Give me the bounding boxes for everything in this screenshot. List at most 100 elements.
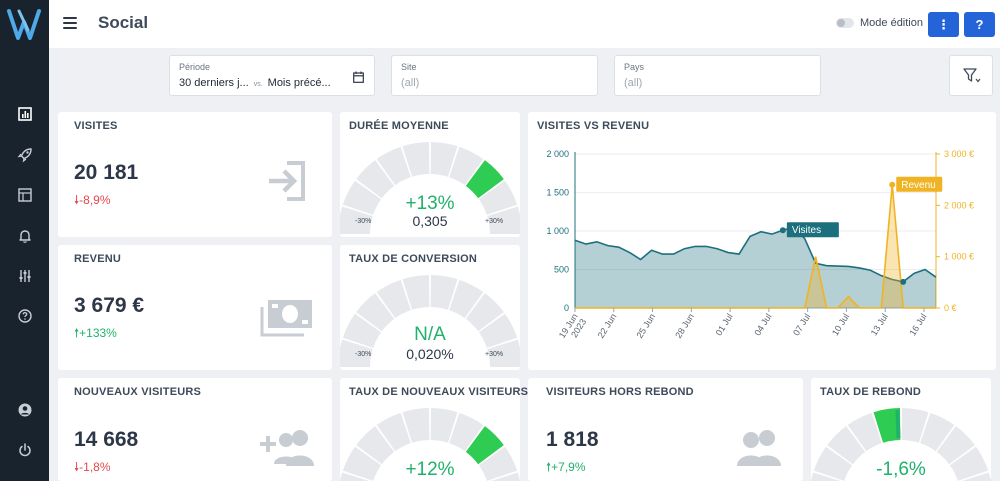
- kpi-hors-rebond-value: 1 818: [546, 428, 599, 451]
- help-button[interactable]: ?: [964, 12, 995, 37]
- gauge-taux-nouveaux-dial: [340, 408, 520, 481]
- kpi-visites-title: VISITES: [74, 120, 118, 132]
- kpi-nouveaux-value: 14 668: [74, 428, 139, 451]
- filter-pays[interactable]: Pays (all): [614, 55, 821, 96]
- edit-mode-toggle[interactable]: [836, 18, 854, 28]
- visites-line: [574, 226, 937, 283]
- x-tick-label: 28 Jun: [673, 312, 696, 340]
- power-icon[interactable]: [17, 442, 33, 458]
- gauge-card-taux-nouveaux[interactable]: TAUX DE NOUVEAUX VISITEURS +12%: [340, 378, 528, 481]
- conversion-gauge-segment-6: [449, 279, 484, 319]
- dashboard-icon[interactable]: [17, 106, 33, 122]
- y-right-tick-label: 0 €: [944, 303, 957, 313]
- duree-gauge-segment-5: [430, 142, 458, 177]
- rebond-gauge-segment-5: [901, 408, 929, 443]
- gauge-card-taux-rebond[interactable]: TAUX DE REBOND -1,6%: [811, 378, 991, 481]
- filter-site[interactable]: Site (all): [391, 55, 598, 96]
- help-circle-icon[interactable]: [17, 308, 33, 324]
- visites-min-point: [900, 278, 907, 285]
- gauge-conversion-min: -30%: [355, 351, 372, 358]
- x-tick-label: 25 Jun: [634, 312, 657, 340]
- arrow-up-icon: 🠕: [546, 460, 552, 474]
- revenu-area: [575, 184, 936, 308]
- gauge-duree-min: -30%: [355, 218, 372, 225]
- kpi-nouveaux-title: NOUVEAUX VISITEURS: [74, 386, 202, 398]
- filter-pays-label: Pays: [624, 62, 645, 72]
- gauge-duree-max: +30%: [485, 218, 504, 225]
- rebond-gauge-marker: [895, 409, 901, 439]
- rebond-gauge-segment-9: [961, 472, 991, 481]
- user-icon[interactable]: [17, 402, 33, 418]
- gauge-duree-pct: +13%: [405, 193, 455, 214]
- x-tick-label-text: 04 Jul: [752, 312, 773, 338]
- y-left-tick-label: 500: [554, 265, 569, 275]
- periode-vs: vs.: [253, 81, 263, 88]
- y-left-tick-label: 1 500: [546, 188, 569, 198]
- taux_nouveaux-gauge-segment-9: [490, 472, 520, 481]
- gauge-conversion-max: +30%: [485, 351, 504, 358]
- kpi-hors-rebond-delta: 🠕+7,9%: [546, 458, 586, 479]
- taux_nouveaux-gauge-segment-2: [356, 426, 395, 465]
- y-right-tick-label: 1 000 €: [944, 252, 974, 262]
- conversion-gauge-segment-7: [465, 293, 504, 332]
- conversion-gauge-segment-1: [342, 313, 382, 348]
- rebond-gauge-segment-4: [873, 408, 901, 443]
- sliders-icon[interactable]: [17, 268, 33, 284]
- taux_nouveaux-gauge-segment-6: [449, 412, 484, 452]
- revenu-annotation-box: [896, 176, 943, 192]
- sign-in-icon: [265, 159, 309, 208]
- duree-gauge-segment-7: [465, 160, 504, 199]
- gauge-conversion-sub: 0,020%: [406, 346, 454, 362]
- app-logo[interactable]: [6, 8, 42, 42]
- duree-gauge-segment-8: [478, 180, 518, 215]
- x-tick-label-text: 16 Jul: [907, 312, 928, 338]
- rebond-gauge-segment-0: [811, 472, 841, 481]
- filter-options-button[interactable]: [949, 55, 993, 96]
- kpi-visites-value: 20 181: [74, 161, 139, 184]
- gauge-rebond-dial: [811, 408, 991, 481]
- bell-icon[interactable]: [17, 228, 33, 244]
- kpi-hors-rebond-delta-value: +7,9%: [551, 460, 586, 474]
- revenu-annotation-label: Revenu: [901, 180, 935, 191]
- kpi-card-revenu[interactable]: REVENU 3 679 € 🠕+133%: [58, 245, 332, 370]
- gauge-duree-sub: 0,305: [412, 213, 448, 229]
- x-tick-label-text: 10 Jul: [830, 312, 851, 338]
- x-tick-label-text: 07 Jul: [791, 312, 812, 338]
- x-tick-label-text: 22 Jun: [596, 312, 619, 340]
- x-tick-label-text: 13 Jul: [869, 312, 890, 338]
- calendar-icon[interactable]: [353, 70, 364, 88]
- gauge-duree-title: DURÉE MOYENNE: [349, 120, 449, 132]
- more-options-button[interactable]: ⋮: [928, 12, 959, 37]
- gauge-conversion-pct: N/A: [414, 324, 446, 345]
- visites-annotation-box: [786, 222, 839, 238]
- taux_nouveaux-gauge-segment-7: [465, 426, 504, 465]
- periode-compare: Mois précé...: [267, 77, 331, 89]
- hamburger-menu-icon[interactable]: [63, 17, 77, 29]
- taux_nouveaux-gauge-segment-8: [478, 446, 518, 481]
- report-icon[interactable]: [17, 187, 33, 203]
- conversion-gauge-segment-2: [356, 293, 395, 332]
- kpi-visites-delta: 🠗-8,9%: [74, 191, 111, 212]
- gauge-card-duree-moyenne[interactable]: DURÉE MOYENNE +13% 0,305 -30% +30%: [340, 112, 520, 237]
- duree-gauge-segment-9: [487, 206, 520, 234]
- periode-current: 30 derniers j...: [179, 77, 249, 89]
- conversion-gauge-segment-4: [402, 275, 430, 310]
- kpi-card-hors-rebond[interactable]: VISITEURS HORS REBOND 1 818 🠕+7,9%: [528, 378, 803, 481]
- gauge-card-taux-conversion[interactable]: TAUX DE CONVERSION N/A 0,020% -30% +30%: [340, 245, 520, 370]
- rocket-icon[interactable]: [17, 147, 33, 163]
- filter-periode[interactable]: Période 30 derniers j... vs. Mois précé...: [169, 55, 375, 96]
- taux_nouveaux-gauge-segment-4: [402, 408, 430, 443]
- visites-revenu-chart: 0 500 1 000 1 500 2 000 0 € 1 000 € 2 000 € 3 00…: [546, 149, 974, 340]
- topbar: Social Mode édition ⋮ ?: [49, 0, 1000, 48]
- filter-site-label: Site: [401, 62, 417, 72]
- taux_nouveaux-gauge-segment-5: [430, 408, 458, 443]
- kpi-card-nouveaux-visiteurs[interactable]: NOUVEAUX VISITEURS 14 668 🠗-1,8%: [58, 378, 332, 481]
- filter-periode-value: 30 derniers j... vs. Mois précé...: [179, 77, 331, 89]
- filter-pays-value: (all): [624, 77, 643, 89]
- chart-card-visites-vs-revenu[interactable]: VISITES VS REVENU 0 500 1 000 1 500 2 000 0 €…: [528, 112, 996, 370]
- kpi-revenu-delta-value: +133%: [79, 326, 117, 340]
- kpi-card-visites[interactable]: VISITES 20 181 🠗-8,9%: [58, 112, 332, 237]
- y-left-tick-label: 2 000: [546, 149, 569, 159]
- duree-gauge-segment-4: [402, 142, 430, 177]
